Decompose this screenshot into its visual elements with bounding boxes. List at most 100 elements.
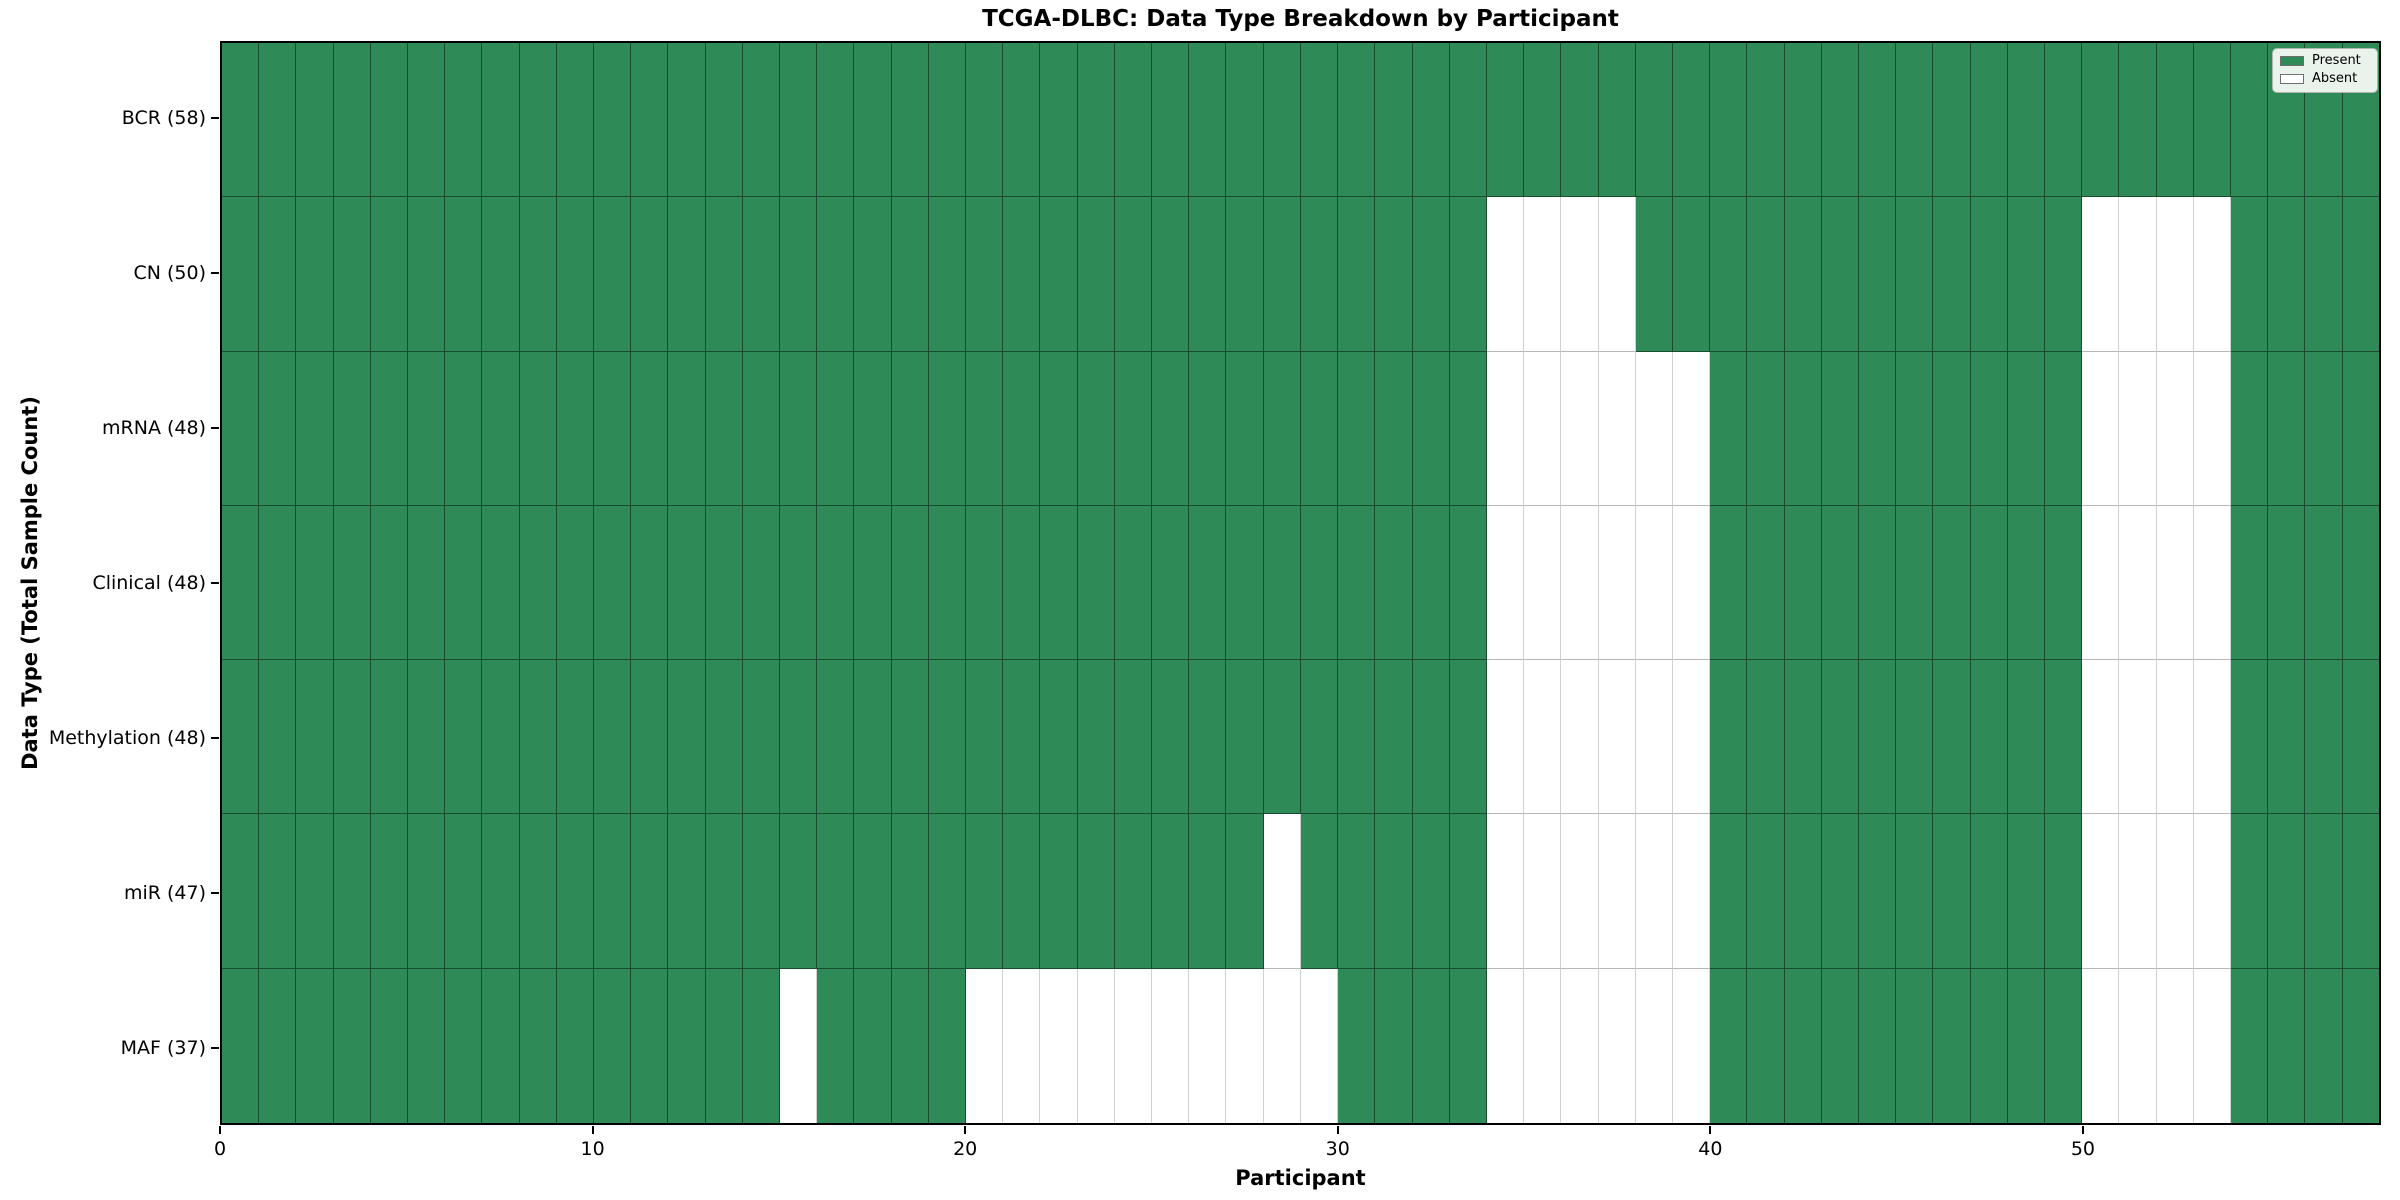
- legend-item: Present: [2280, 53, 2369, 68]
- heatmap-cell: [1152, 197, 1190, 352]
- heatmap-cell: [1338, 197, 1376, 352]
- heatmap-cell: [1933, 814, 1971, 969]
- heatmap-cell: [1896, 505, 1934, 661]
- heatmap-cell: [482, 351, 520, 506]
- heatmap-cell: [2268, 351, 2306, 506]
- legend-swatch-present: [2280, 56, 2304, 67]
- heatmap-cell: [1598, 351, 1636, 506]
- heatmap-cell: [668, 505, 706, 661]
- heatmap-cell: [1189, 351, 1227, 506]
- heatmap-cell: [2044, 197, 2083, 352]
- heatmap-cell: [445, 197, 483, 352]
- heatmap-cell: [1412, 43, 1450, 198]
- heatmap-cell: [594, 505, 632, 661]
- heatmap-cell: [1933, 505, 1971, 661]
- y-tick-label: miR (47): [123, 881, 206, 904]
- heatmap-cell: [1598, 197, 1636, 352]
- heatmap-cell: [1300, 351, 1339, 506]
- heatmap-cell: [519, 814, 557, 969]
- heatmap-cell: [1561, 814, 1599, 969]
- heatmap-cell: [1226, 505, 1264, 661]
- heatmap-cell: [631, 197, 669, 352]
- heatmap-cell: [1263, 814, 1301, 969]
- heatmap-cell: [2007, 351, 2045, 506]
- heatmap-cell: [2230, 351, 2269, 506]
- x-tick-mark: [2081, 1126, 2084, 1134]
- heatmap-cell: [1858, 43, 1897, 198]
- x-tick-label: 50: [2070, 1138, 2096, 1160]
- heatmap-cell: [631, 505, 669, 661]
- heatmap-cell: [2268, 197, 2306, 352]
- heatmap-cell: [705, 43, 743, 198]
- heatmap-cell: [2342, 660, 2379, 815]
- heatmap-cell: [1263, 660, 1301, 815]
- heatmap-cell: [519, 197, 557, 352]
- heatmap-cell: [1710, 660, 1748, 815]
- heatmap-cell: [1226, 968, 1264, 1123]
- heatmap-row-miR: [222, 814, 2379, 969]
- heatmap-cell: [1858, 814, 1897, 969]
- heatmap-cell: [1970, 505, 2008, 661]
- heatmap-cell: [1672, 660, 1711, 815]
- heatmap-cell: [1747, 968, 1785, 1123]
- heatmap-cell: [1077, 43, 1115, 198]
- heatmap-cell: [408, 660, 446, 815]
- heatmap-cell: [891, 660, 929, 815]
- y-tick-mark: [211, 891, 219, 894]
- heatmap-cell: [2044, 660, 2083, 815]
- heatmap-cell: [1524, 351, 1562, 506]
- heatmap-cell: [1672, 43, 1711, 198]
- heatmap-cell: [2082, 814, 2120, 969]
- heatmap-cell: [1821, 968, 1859, 1123]
- x-tick-label: 10: [580, 1138, 605, 1160]
- heatmap-cell: [2305, 660, 2343, 815]
- heatmap-cell: [2268, 660, 2306, 815]
- heatmap-cell: [445, 660, 483, 815]
- heatmap-cell: [2007, 197, 2045, 352]
- heatmap-cell: [2230, 505, 2269, 661]
- heatmap-cell: [1524, 814, 1562, 969]
- heatmap-cell: [742, 197, 781, 352]
- heatmap-cell: [966, 351, 1004, 506]
- heatmap-row-CN: [222, 197, 2379, 352]
- heatmap-cell: [482, 814, 520, 969]
- heatmap-cell: [445, 968, 483, 1123]
- heatmap-cell: [2305, 351, 2343, 506]
- heatmap-cell: [408, 814, 446, 969]
- heatmap-cell: [742, 351, 781, 506]
- heatmap-cell: [1561, 43, 1599, 198]
- heatmap-cell: [742, 968, 781, 1123]
- heatmap-cell: [668, 43, 706, 198]
- heatmap-cell: [966, 660, 1004, 815]
- heatmap-cell: [1598, 505, 1636, 661]
- heatmap-cell: [631, 968, 669, 1123]
- heatmap-cell: [1003, 660, 1041, 815]
- y-tick-label: mRNA (48): [102, 417, 206, 440]
- heatmap-cell: [1226, 814, 1264, 969]
- heatmap-cell: [1858, 968, 1897, 1123]
- heatmap-cell: [1152, 351, 1190, 506]
- heatmap-cell: [370, 968, 409, 1123]
- heatmap-cell: [1970, 43, 2008, 198]
- heatmap-cell: [2193, 814, 2231, 969]
- heatmap-cell: [1784, 351, 1822, 506]
- heatmap-cell: [705, 505, 743, 661]
- heatmap-cell: [1858, 505, 1897, 661]
- heatmap-cell: [259, 814, 297, 969]
- heatmap-cell: [2082, 351, 2120, 506]
- x-tick-mark: [219, 1126, 221, 1134]
- heatmap-cell: [1486, 197, 1525, 352]
- heatmap-cell: [1003, 968, 1041, 1123]
- heatmap-cell: [2193, 351, 2231, 506]
- heatmap-cell: [222, 814, 260, 969]
- heatmap-cell: [1226, 43, 1264, 198]
- y-tick-mark: [211, 117, 219, 120]
- y-tick-label: MAF (37): [120, 1036, 206, 1059]
- heatmap-cell: [408, 197, 446, 352]
- heatmap-cell: [1933, 968, 1971, 1123]
- heatmap-cell: [1747, 351, 1785, 506]
- heatmap-cell: [370, 197, 409, 352]
- heatmap-cell: [1672, 505, 1711, 661]
- heatmap-cell: [1635, 351, 1673, 506]
